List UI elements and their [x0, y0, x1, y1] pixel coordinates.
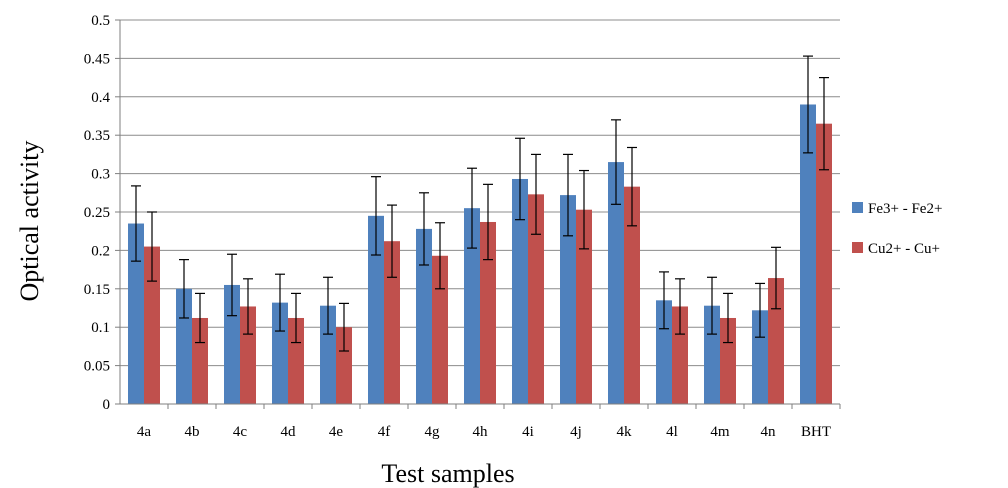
x-tick-label: 4c	[233, 424, 248, 440]
bar	[368, 215, 384, 404]
bar	[480, 221, 496, 404]
y-tick-label: 0	[103, 397, 111, 413]
x-tick-label: 4d	[281, 424, 297, 440]
bar	[576, 209, 592, 404]
y-axis-title: Optical activity	[15, 140, 44, 301]
x-tick-label: 4g	[425, 424, 441, 440]
y-tick-label: 0.5	[91, 13, 110, 29]
bar	[672, 306, 688, 404]
bar	[432, 255, 448, 404]
x-tick-label: 4j	[570, 424, 582, 440]
bar	[416, 228, 432, 404]
legend-swatch	[852, 202, 863, 213]
bar	[512, 178, 528, 404]
bar	[752, 310, 768, 404]
x-tick-label: 4f	[378, 424, 391, 440]
y-tick-label: 0.05	[84, 359, 110, 375]
x-tick-label: 4k	[617, 424, 633, 440]
y-tick-label: 0.45	[84, 51, 110, 67]
bar	[720, 317, 736, 404]
bar	[816, 123, 832, 405]
bar	[624, 186, 640, 404]
bar	[704, 305, 720, 404]
y-tick-label: 0.35	[84, 128, 110, 144]
bar	[608, 162, 624, 404]
x-tick-label: 4b	[185, 424, 200, 440]
bar	[224, 284, 240, 404]
axes	[115, 19, 841, 409]
x-tick-label: 4n	[761, 424, 777, 440]
y-tick-label: 0.3	[91, 167, 110, 183]
x-tick-label: 4a	[137, 424, 152, 440]
y-tick-label: 0.15	[84, 282, 110, 298]
y-tick-label: 0.4	[91, 90, 110, 106]
bar	[128, 223, 144, 404]
legend-label: Fe3+ - Fe2+	[868, 201, 942, 217]
bar	[464, 208, 480, 404]
y-tick-label: 0.2	[91, 243, 110, 259]
bar	[144, 246, 160, 404]
x-axis-title: Test samples	[381, 459, 514, 488]
x-tick-label: 4m	[710, 424, 730, 440]
x-tick-label: 4i	[522, 424, 534, 440]
bar	[384, 241, 400, 404]
y-tick-label: 0.25	[84, 205, 110, 221]
bar	[192, 317, 208, 404]
bar	[656, 300, 672, 404]
error-bars	[131, 55, 829, 352]
bar	[768, 278, 784, 404]
bar	[240, 306, 256, 404]
bar	[272, 302, 288, 404]
bar	[560, 195, 576, 404]
bar	[288, 317, 304, 404]
bar	[320, 305, 336, 404]
y-tick-labels: 0 0.05 0.1 0.15 0.2 0.25 0.3 0.35 0.4 0.45 0.5	[84, 13, 111, 413]
legend: Fe3+ - Fe2+ Cu2+ - Cu+	[852, 201, 942, 257]
x-tick-label: 4e	[329, 424, 344, 440]
bar	[336, 327, 352, 404]
x-tick-labels: 4a 4b 4c 4d 4e 4f 4g 4h 4i 4j 4k 4l 4m 4n BHT	[137, 424, 831, 440]
legend-swatch	[852, 242, 863, 253]
bar	[800, 104, 816, 404]
bar	[528, 194, 544, 404]
x-tick-label: 4h	[473, 424, 489, 440]
y-tick-label: 0.1	[91, 320, 110, 336]
legend-label: Cu2+ - Cu+	[868, 241, 940, 257]
x-tick-label: 4l	[666, 424, 678, 440]
x-tick-label: BHT	[801, 424, 831, 440]
